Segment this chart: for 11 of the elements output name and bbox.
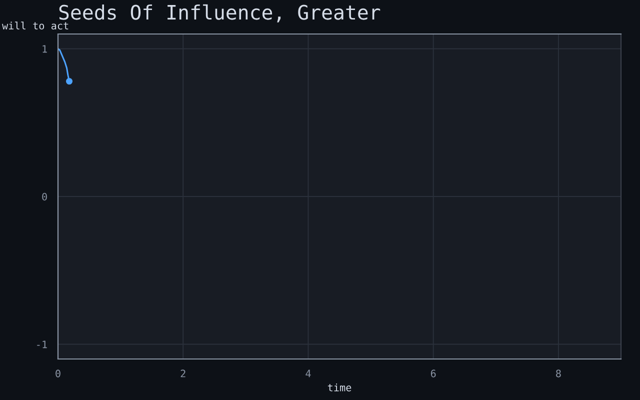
x-axis-title: time — [328, 384, 352, 392]
x-tick-label: 8 — [556, 370, 561, 378]
x-tick-label: 0 — [56, 370, 60, 378]
x-tick-label: 4 — [306, 370, 311, 378]
x-tick-label: 2 — [180, 370, 186, 378]
chart-title: Seeds Of Influence, Greater — [59, 4, 380, 22]
y-tick-label: 1 — [42, 45, 47, 53]
y-tick-label: -1 — [37, 340, 47, 348]
y-tick-label: 0 — [42, 192, 47, 201]
y-axis-title: will to act — [2, 22, 68, 30]
x-tick-label: 6 — [430, 370, 436, 378]
